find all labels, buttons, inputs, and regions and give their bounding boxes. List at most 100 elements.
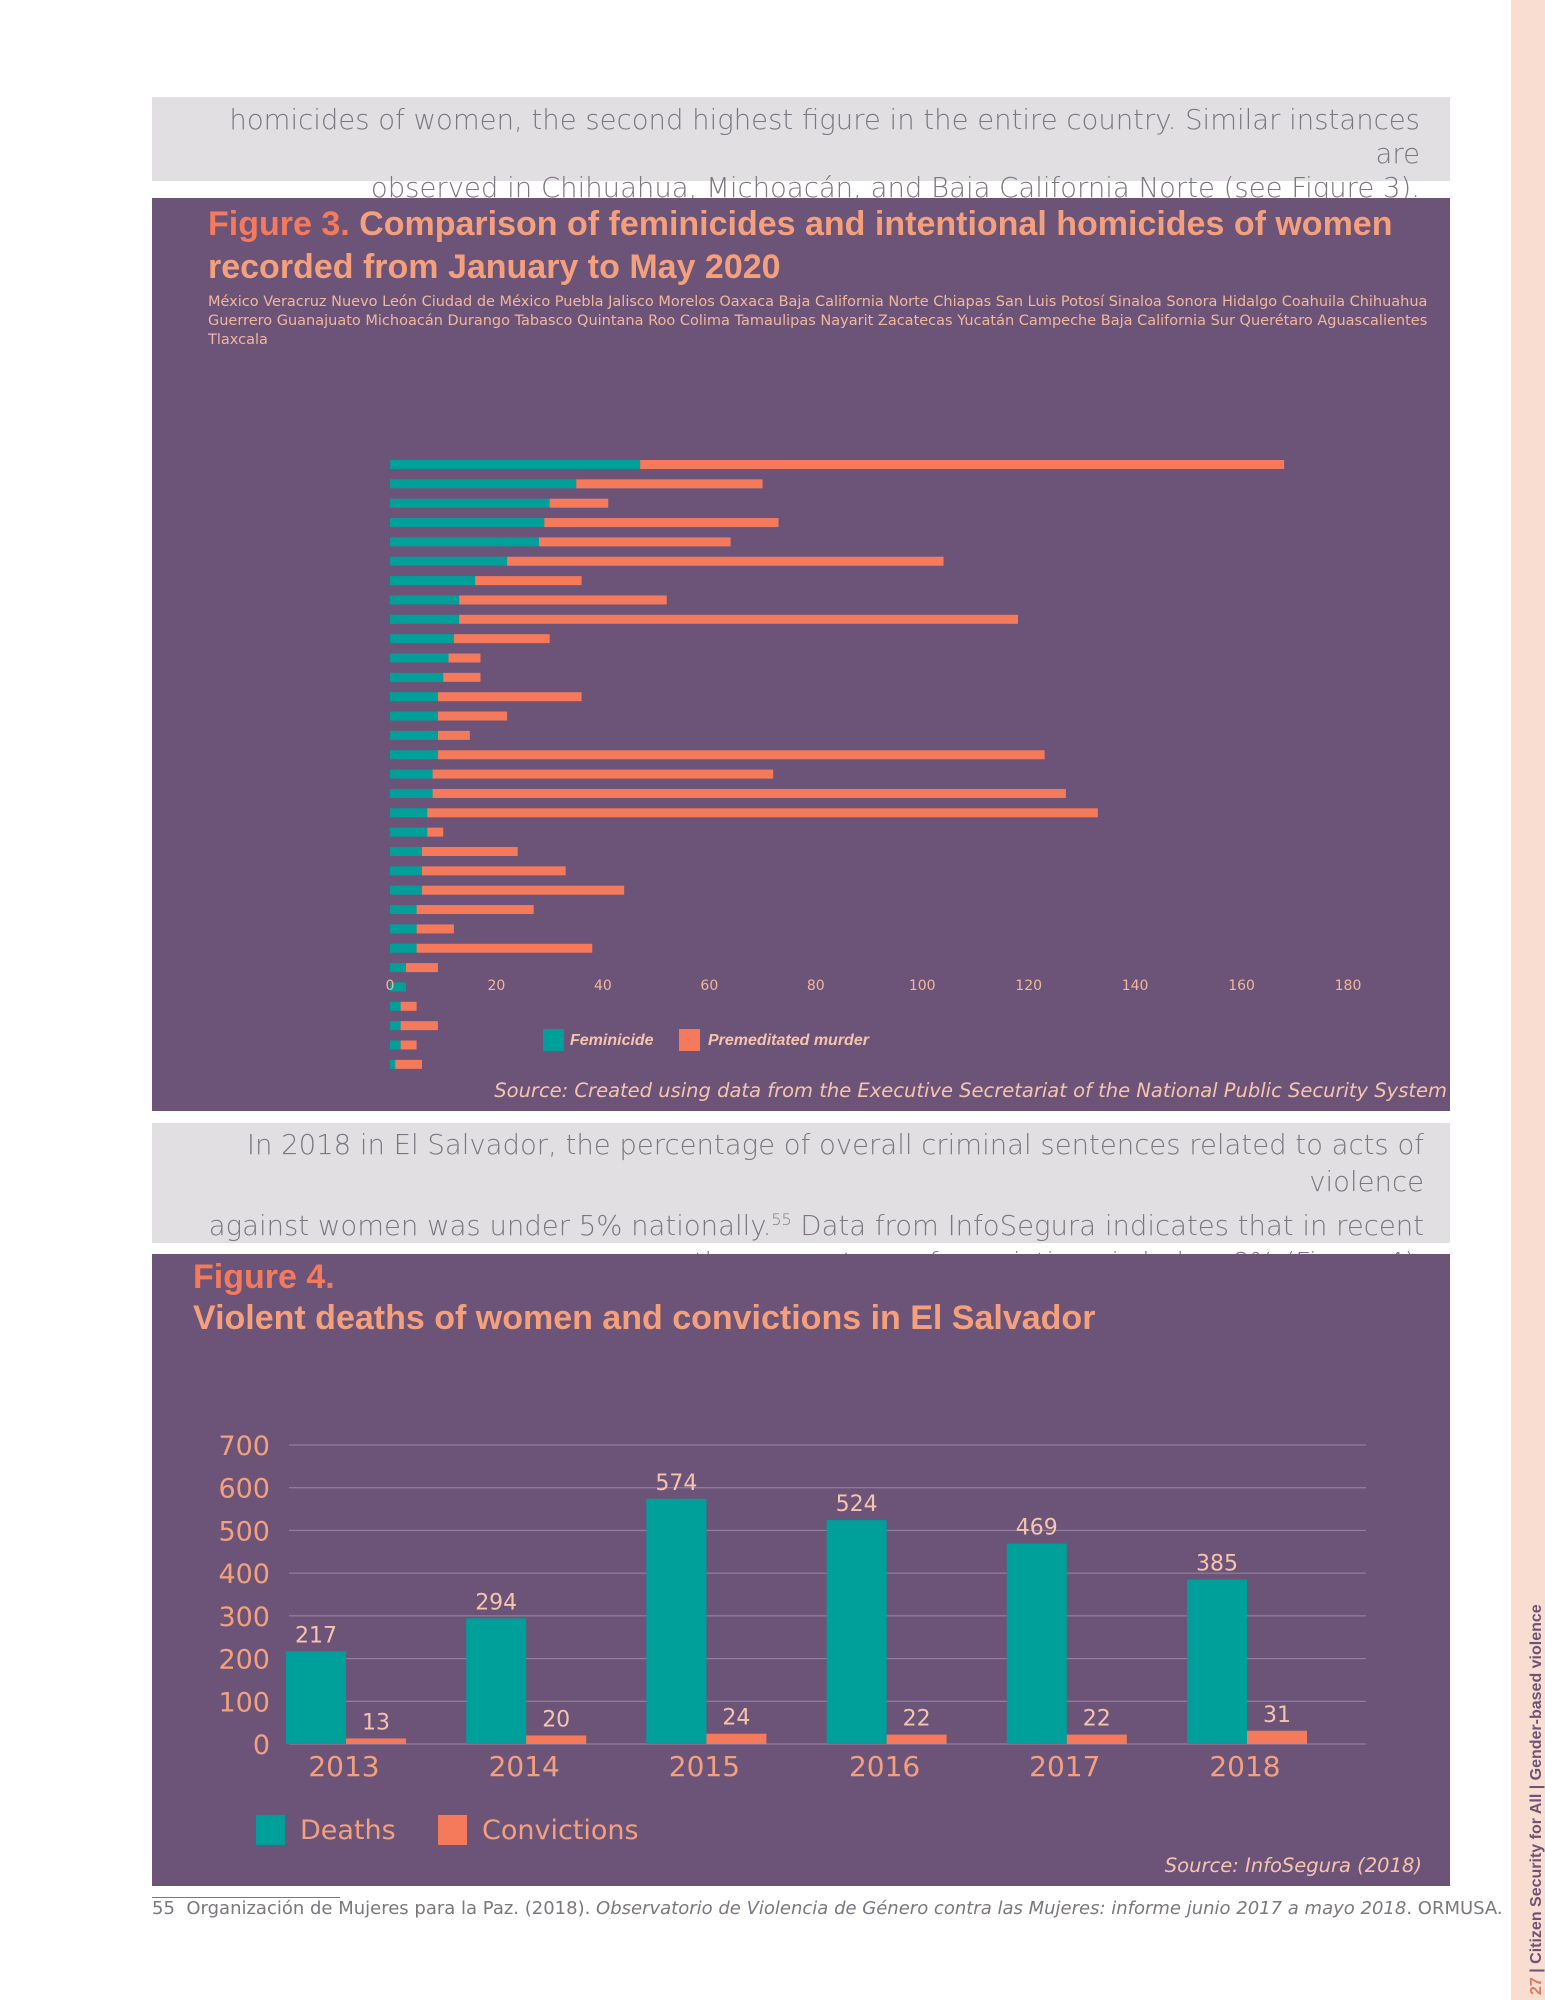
- bar-premeditated-quintana-roo: [421, 866, 566, 876]
- bar-premeditated-baja-california-norte: [459, 614, 1019, 624]
- y-tick-label: 400: [218, 1559, 270, 1590]
- figure-3-title: Figure 3. Comparison of feminicides and …: [208, 203, 1458, 289]
- bar-premeditated-méxico: [640, 460, 1285, 469]
- x-tick-label: 80: [807, 978, 825, 994]
- figure-3-panel: Figure 3. Comparison of feminicides and …: [152, 198, 1450, 1111]
- bar-convictions-2017: [1066, 1734, 1127, 1744]
- bar-premeditated-chihuahua: [437, 750, 1045, 760]
- bar-feminicide-guanajuato: [390, 788, 433, 798]
- legend-swatch-premeditated: [679, 1029, 700, 1051]
- data-label-deaths-2017: 469: [1016, 1516, 1058, 1541]
- bar-premeditated-querétaro: [400, 1021, 438, 1031]
- footnote-end: . ORMUSA.: [1406, 1898, 1503, 1919]
- bar-premeditated-tlaxcala: [395, 1059, 422, 1069]
- x-tick-label: 2013: [308, 1750, 379, 1783]
- x-tick-label: 2017: [1029, 1750, 1100, 1783]
- bar-premeditated-sonora: [437, 692, 582, 702]
- figure-3-chart: 0 20 40 60 80 100 120 140 160 180: [386, 460, 1362, 1069]
- data-label-convictions-2017: 22: [1083, 1707, 1111, 1732]
- footnote-number: 55: [152, 1898, 175, 1919]
- data-label-convictions-2018: 31: [1263, 1703, 1291, 1728]
- bar-deaths-2017: [1006, 1543, 1067, 1744]
- legend-label-deaths: Deaths: [300, 1815, 396, 1846]
- x-tick-label: 60: [700, 978, 718, 994]
- legend-swatch-deaths: [256, 1815, 285, 1845]
- bar-deaths-2013: [286, 1651, 346, 1744]
- bar-convictions-2018: [1247, 1730, 1307, 1744]
- bar-convictions-2013: [346, 1738, 406, 1744]
- bar-premeditated-yucatán: [405, 963, 438, 973]
- figure-4-source: Source: InfoSegura (2018): [1164, 1854, 1422, 1877]
- figure-4-title: Figure 4. Violent deaths of women and co…: [193, 1257, 1095, 1339]
- bar-premeditated-sinaloa: [443, 672, 481, 682]
- running-header: | Citizen Security for All | Gender-base…: [1528, 1604, 1545, 1978]
- bar-premeditated-tamaulipas: [416, 905, 534, 915]
- y-tick-label: 600: [218, 1474, 270, 1505]
- bar-premeditated-nayarit: [416, 924, 454, 934]
- footnote-divider: [152, 1897, 340, 1898]
- data-label-convictions-2015: 24: [722, 1706, 750, 1731]
- footnote-ref[interactable]: 55: [771, 1210, 792, 1229]
- legend-label-feminicide: Feminicide: [570, 1032, 654, 1049]
- bar-feminicide-puebla: [390, 537, 540, 547]
- data-label-deaths-2014: 294: [475, 1590, 517, 1615]
- bar-feminicide-chiapas: [390, 634, 454, 644]
- x-tick-label: 0: [386, 978, 395, 994]
- bar-premeditated-chiapas: [453, 634, 550, 644]
- bar-feminicide-zacatecas: [390, 943, 417, 953]
- y-tick-label: 0: [253, 1730, 270, 1761]
- figure-3-category-list: México Veracruz Nuevo León Ciudad de Méx…: [208, 294, 1428, 348]
- bar-feminicide-campeche: [390, 982, 406, 992]
- bar-feminicide-querétaro: [390, 1021, 401, 1031]
- bar-feminicide-baja-california-norte: [390, 614, 460, 624]
- x-tick-label: 120: [1015, 978, 1042, 994]
- bar-feminicide-ciudad-de-méxico: [390, 518, 545, 528]
- bar-feminicide-michoacán: [390, 808, 428, 818]
- bar-feminicide-colima: [390, 885, 422, 895]
- bar-premeditated-guanajuato: [432, 788, 1066, 798]
- figure-4-title-text: Violent deaths of women and convictions …: [193, 1299, 1096, 1337]
- x-tick-label: 140: [1122, 978, 1149, 994]
- x-tick-label: 40: [594, 978, 612, 994]
- bar-convictions-2014: [526, 1735, 587, 1744]
- bar-feminicide-chihuahua: [390, 750, 438, 760]
- x-tick-label: 100: [909, 978, 936, 994]
- bar-deaths-2015: [646, 1498, 707, 1744]
- figure-4-panel: Figure 4. Violent deaths of women and co…: [152, 1254, 1450, 1886]
- bar-premeditated-ciudad-de-méxico: [544, 518, 779, 528]
- middle-paragraph: In 2018 in El Salvador, the percentage o…: [152, 1123, 1450, 1279]
- bar-feminicide-nuevo-león: [390, 498, 550, 508]
- data-label-convictions-2013: 13: [362, 1710, 390, 1735]
- side-banner-text: 27 | Citizen Security for All | Gender-b…: [1528, 1604, 1545, 1995]
- y-tick-label: 500: [218, 1516, 270, 1547]
- x-tick-label: 160: [1228, 978, 1255, 994]
- x-tick-label: 20: [488, 978, 506, 994]
- data-label-deaths-2013: 217: [295, 1623, 337, 1648]
- bar-deaths-2016: [826, 1520, 887, 1744]
- y-tick-label: 300: [218, 1602, 270, 1633]
- data-label-convictions-2016: 22: [903, 1707, 931, 1732]
- bar-premeditated-jalisco: [507, 556, 944, 566]
- bar-premeditated-san-luis-potosí: [448, 653, 481, 663]
- legend-label-convictions: Convictions: [482, 1815, 639, 1846]
- footnote: 55 Organización de Mujeres para la Paz. …: [152, 1898, 1503, 1919]
- bar-feminicide-hidalgo: [390, 711, 438, 721]
- x-tick-label: 2016: [849, 1750, 920, 1783]
- figure-4-number: Figure 4.: [193, 1258, 335, 1296]
- y-tick-label: 200: [218, 1645, 270, 1676]
- bar-feminicide-morelos: [390, 576, 476, 586]
- bar-premeditated-baja-california-sur: [400, 1001, 417, 1011]
- middle-line-2a: against women was under 5% nationally.: [208, 1210, 772, 1243]
- y-tick-label: 100: [218, 1687, 270, 1718]
- bar-feminicide-baja-california-sur: [390, 1001, 401, 1011]
- bar-premeditated-tabasco: [421, 847, 518, 856]
- bar-premeditated-zacatecas: [416, 943, 593, 953]
- bar-feminicide-durango: [390, 827, 428, 837]
- page-number: 27: [1528, 1977, 1545, 1995]
- bar-feminicide-aguascalientes: [390, 1040, 401, 1050]
- bar-premeditated-morelos: [475, 576, 582, 586]
- bar-premeditated-oaxaca: [459, 595, 667, 605]
- x-tick-label: 180: [1335, 978, 1362, 994]
- bar-deaths-2018: [1187, 1579, 1247, 1744]
- y-tick-label: 700: [218, 1431, 270, 1462]
